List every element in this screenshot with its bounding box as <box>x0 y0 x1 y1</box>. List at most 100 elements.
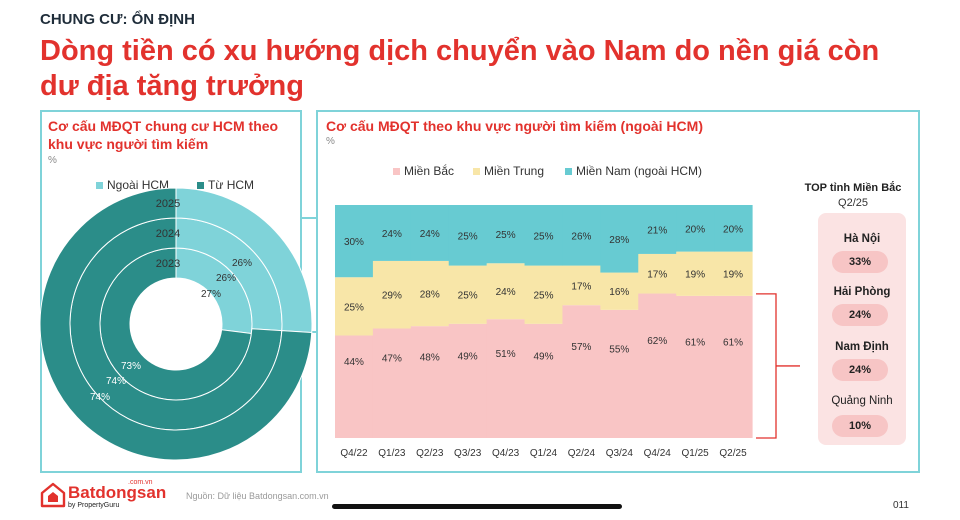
data-label-mien-nam: 26% <box>571 231 591 242</box>
scrollbar[interactable] <box>332 504 622 509</box>
data-label-mien-bac: 47% <box>382 354 402 365</box>
data-label-mien-trung: 19% <box>723 270 743 281</box>
data-label-mien-nam: 20% <box>685 224 705 235</box>
legend-swatch <box>197 181 204 189</box>
area-segment-mien-trung <box>562 265 601 306</box>
province-name: Nam Định <box>835 341 889 353</box>
area-segment-mien-bac <box>410 326 450 438</box>
area-legend-mien-bac: Miền Bắc <box>393 164 454 178</box>
top-provinces-heading: TOP tỉnh Miền Bắc <box>804 182 902 194</box>
area-segment-mien-nam <box>448 205 488 266</box>
legend-label: Miền Nam (ngoài HCM) <box>576 164 703 178</box>
province-name: Hà Nội <box>843 233 881 245</box>
area-segment-mien-nam <box>562 205 601 266</box>
x-tick-label: Q4/23 <box>492 448 520 459</box>
data-label-mien-trung: 25% <box>533 291 553 302</box>
page-number: 011 <box>893 500 909 511</box>
area-segment-mien-trung <box>410 260 450 327</box>
donut-data-label: 74% <box>106 376 126 387</box>
area-segment-mien-trung <box>600 272 639 310</box>
area-segment-mien-bac <box>676 295 715 438</box>
area-segment-mien-bac <box>335 335 374 438</box>
area-segment-mien-bac <box>600 309 639 438</box>
donut-unit: % <box>48 155 57 166</box>
data-label-mien-bac: 61% <box>723 337 743 348</box>
area-segment-mien-bac <box>638 293 677 438</box>
x-tick-label: Q1/23 <box>378 448 406 459</box>
data-label-mien-nam: 25% <box>533 231 553 242</box>
area-segment-mien-bac <box>714 295 753 438</box>
legend-label: Từ HCM <box>208 178 255 192</box>
logo-domain: .com.vn <box>128 479 153 486</box>
data-label-mien-nam: 30% <box>344 237 364 248</box>
donut-data-label: 73% <box>121 361 141 372</box>
data-label-mien-bac: 51% <box>496 349 516 360</box>
x-tick-label: Q1/24 <box>530 448 558 459</box>
donut-data-label: 74% <box>90 392 110 403</box>
donut-legend-ngoai-hcm: Ngoài HCM <box>96 178 169 192</box>
data-label-mien-trung: 25% <box>458 291 478 302</box>
data-label-mien-nam: 21% <box>647 225 667 236</box>
province-name: Quảng Ninh <box>831 395 893 407</box>
area-segment-mien-nam <box>410 205 450 261</box>
x-tick-label: Q2/23 <box>416 448 444 459</box>
legend-swatch <box>565 167 572 175</box>
province-value: 24% <box>832 304 888 326</box>
data-label-mien-trung: 24% <box>496 287 516 298</box>
area-segment-mien-bac <box>372 328 412 438</box>
donut-chart-title: Cơ cấu MĐQT chung cư HCM theo khu vực ng… <box>48 118 279 152</box>
province-name: Hải Phòng <box>833 286 891 298</box>
area-segment-mien-nam <box>335 205 374 278</box>
x-tick-label: Q4/24 <box>644 448 672 459</box>
data-label-mien-trung: 25% <box>344 302 364 313</box>
area-unit: % <box>326 136 335 147</box>
top-provinces-period: Q2/25 <box>838 197 868 209</box>
donut-slice-tu-hcm <box>39 187 313 461</box>
section-label: CHUNG CƯ: ỔN ĐỊNH <box>40 11 195 28</box>
legend-label: Miền Bắc <box>404 164 455 178</box>
area-segment-mien-bac <box>486 319 526 438</box>
data-label-mien-trung: 17% <box>647 270 667 281</box>
page-title: Dòng tiền có xu hướng dịch chuyển vào Na… <box>40 35 880 102</box>
data-label-mien-nam: 28% <box>609 235 629 246</box>
area-segment-mien-nam <box>638 205 677 254</box>
data-label-mien-trung: 28% <box>420 290 440 301</box>
x-tick-label: Q3/24 <box>606 448 634 459</box>
area-segment-mien-bac <box>524 323 564 438</box>
x-tick-label: Q4/22 <box>340 448 368 459</box>
data-label-mien-nam: 20% <box>723 224 743 235</box>
data-label-mien-bac: 49% <box>458 351 478 362</box>
province-value: 24% <box>832 359 888 381</box>
data-label-mien-trung: 16% <box>609 287 629 298</box>
area-segment-mien-nam <box>372 205 412 261</box>
area-segment-mien-trung <box>714 251 753 296</box>
logo-tagline: by PropertyGuru <box>68 502 120 509</box>
ring-year-label: 2024 <box>156 228 180 240</box>
data-label-mien-trung: 29% <box>382 291 402 302</box>
house-logo-icon <box>40 482 66 508</box>
area-segment-mien-nam <box>600 205 639 273</box>
province-value: 33% <box>832 251 888 273</box>
source-note: Nguồn: Dữ liệu Batdongsan.com.vn <box>186 491 329 501</box>
data-label-mien-bac: 55% <box>609 344 629 355</box>
legend-label: Ngoài HCM <box>107 178 170 192</box>
area-segment-mien-nam <box>676 205 715 252</box>
area-segment-mien-trung <box>638 253 677 294</box>
area-segment-mien-bac <box>448 323 488 438</box>
area-segment-mien-trung <box>448 265 488 324</box>
data-label-mien-nam: 24% <box>420 229 440 240</box>
data-label-mien-nam: 25% <box>496 230 516 241</box>
x-tick-label: Q3/23 <box>454 448 482 459</box>
data-label-mien-nam: 24% <box>382 229 402 240</box>
x-tick-label: Q2/25 <box>719 448 747 459</box>
ring-year-label: 2025 <box>156 198 180 210</box>
ring-year-label: 2023 <box>156 258 180 270</box>
province-value: 10% <box>832 415 888 437</box>
donut-data-label: 26% <box>232 258 252 269</box>
legend-swatch <box>473 167 480 175</box>
area-legend-mien-nam: Miền Nam (ngoài HCM) <box>565 164 702 178</box>
area-legend-mien-trung: Miền Trung <box>473 164 544 178</box>
area-segment-mien-trung <box>335 277 374 336</box>
